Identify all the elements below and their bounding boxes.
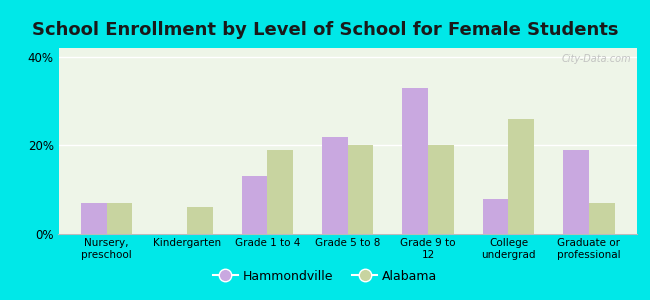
Bar [107, 203, 133, 234]
Bar [81, 203, 107, 234]
Bar [267, 150, 293, 234]
Bar [402, 88, 428, 234]
Bar [242, 176, 267, 234]
Bar [322, 136, 348, 234]
Bar [187, 207, 213, 234]
Legend: Hammondville, Alabama: Hammondville, Alabama [208, 265, 442, 288]
Bar [508, 119, 534, 234]
Bar [589, 203, 614, 234]
Text: City-Data.com: City-Data.com [562, 54, 631, 64]
Bar [563, 150, 589, 234]
Text: School Enrollment by Level of School for Female Students: School Enrollment by Level of School for… [32, 21, 618, 39]
Bar [348, 146, 374, 234]
Bar [483, 199, 508, 234]
Bar [428, 146, 454, 234]
